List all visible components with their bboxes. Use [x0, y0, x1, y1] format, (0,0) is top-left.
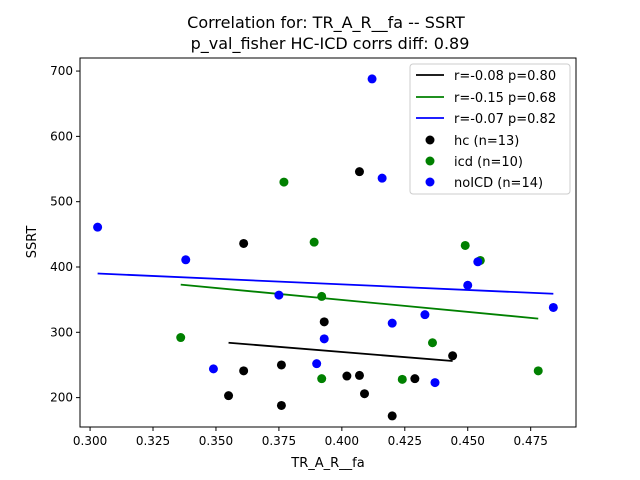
- chart-title: Correlation for: TR_A_R__fa -- SSRT: [187, 13, 465, 33]
- point-hc: [239, 238, 249, 248]
- point-hc: [360, 389, 370, 399]
- y-tick-label: 400: [50, 260, 73, 274]
- y-tick-label: 600: [50, 129, 73, 143]
- point-noicd: [387, 318, 397, 328]
- legend-label-line-hc: r=-0.08 p=0.80: [454, 69, 556, 84]
- x-tick-label: 0.475: [514, 434, 548, 448]
- point-hc: [448, 351, 458, 361]
- point-icd: [427, 338, 437, 348]
- point-noicd: [463, 280, 473, 290]
- x-tick-label: 0.325: [136, 434, 170, 448]
- point-hc: [239, 366, 249, 376]
- point-hc: [354, 167, 364, 177]
- point-icd: [533, 366, 543, 376]
- point-hc: [276, 400, 286, 410]
- point-icd: [279, 177, 289, 187]
- legend-label-line-icd: r=-0.15 p=0.68: [454, 91, 556, 106]
- y-tick-label: 200: [50, 391, 73, 405]
- x-tick-label: 0.450: [451, 434, 485, 448]
- point-icd: [317, 291, 327, 301]
- legend-marker-noicd: [425, 177, 435, 187]
- point-noicd: [274, 290, 284, 300]
- scatter-points: [93, 74, 558, 421]
- point-noicd: [319, 334, 329, 344]
- legend: r=-0.08 p=0.80 r=-0.15 p=0.68 r=-0.07 p=…: [409, 63, 571, 195]
- point-noicd: [208, 364, 218, 374]
- point-noicd: [420, 310, 430, 320]
- point-noicd: [181, 255, 191, 265]
- point-icd: [176, 333, 186, 343]
- point-noicd: [548, 302, 558, 312]
- point-hc: [410, 374, 420, 384]
- y-tick-label: 700: [50, 64, 73, 78]
- y-tick-label: 300: [50, 325, 73, 339]
- y-tick-label: 500: [50, 195, 73, 209]
- regression-line-icd: [180, 283, 539, 320]
- legend-marker-icd: [425, 156, 435, 166]
- regression-line-noicd: [97, 272, 554, 295]
- point-icd: [317, 374, 327, 384]
- legend-label-series-noicd: noICD (n=14): [454, 176, 543, 191]
- point-icd: [309, 237, 319, 247]
- point-noicd: [93, 222, 103, 232]
- point-hc: [387, 411, 397, 421]
- point-noicd: [367, 74, 377, 84]
- plot-area-frame: [79, 57, 577, 428]
- point-hc: [342, 371, 352, 381]
- point-noicd: [312, 359, 322, 369]
- y-axis-label: SSRT: [25, 226, 40, 259]
- point-hc: [354, 370, 364, 380]
- x-tick-label: 0.300: [73, 434, 107, 448]
- point-hc: [319, 317, 329, 327]
- legend-label-line-noicd: r=-0.07 p=0.82: [454, 112, 556, 127]
- regression-line-hc: [228, 341, 453, 362]
- legend-label-series-hc: hc (n=13): [454, 134, 519, 149]
- point-hc: [276, 360, 286, 370]
- x-axis-label: TR_A_R__fa: [290, 456, 364, 471]
- legend-marker-hc: [425, 135, 435, 145]
- point-icd: [397, 374, 407, 384]
- point-icd: [460, 240, 470, 250]
- point-hc: [224, 391, 234, 401]
- legend-box: [409, 63, 571, 195]
- x-tick-label: 0.375: [262, 434, 296, 448]
- regression-lines: [97, 272, 554, 362]
- x-tick-label: 0.400: [325, 434, 359, 448]
- chart-subtitle: p_val_fisher HC-ICD corrs diff: 0.89: [191, 34, 470, 54]
- point-noicd: [377, 173, 387, 183]
- legend-label-series-icd: icd (n=10): [454, 155, 523, 170]
- point-noicd: [430, 378, 440, 388]
- y-axis-ticks: 200 300 400 500 600 700: [50, 64, 80, 405]
- x-tick-label: 0.425: [388, 434, 422, 448]
- point-noicd: [473, 257, 483, 267]
- x-tick-label: 0.350: [199, 434, 233, 448]
- x-axis-ticks: 0.300 0.325 0.350 0.375 0.400 0.425 0.450 0.475: [73, 427, 548, 448]
